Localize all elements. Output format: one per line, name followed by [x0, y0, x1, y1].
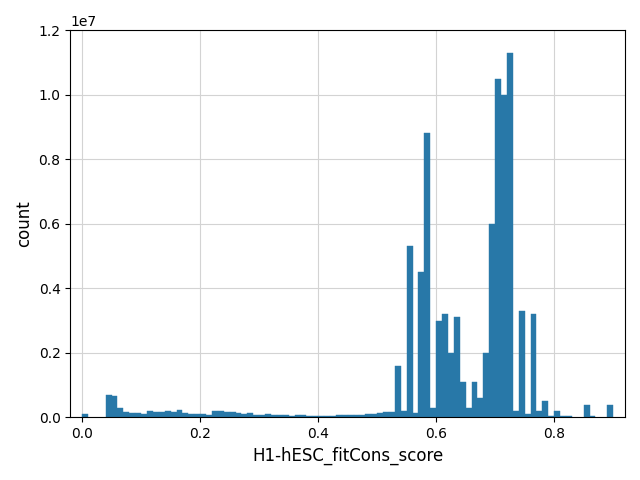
Bar	[236, 413, 241, 418]
Bar	[436, 321, 442, 418]
Bar	[513, 411, 519, 418]
Bar	[147, 411, 153, 418]
Bar	[253, 415, 259, 418]
Bar	[212, 411, 218, 418]
Bar	[283, 415, 289, 418]
Bar	[289, 416, 294, 418]
Bar	[324, 416, 330, 418]
Bar	[124, 412, 129, 418]
Bar	[501, 95, 507, 418]
Bar	[531, 314, 536, 418]
Bar	[419, 272, 424, 418]
Bar	[519, 311, 525, 418]
Bar	[395, 366, 401, 418]
Bar	[353, 415, 360, 418]
Bar	[442, 314, 448, 418]
Bar	[554, 411, 560, 418]
Bar	[129, 413, 135, 418]
Bar	[454, 317, 460, 418]
Bar	[118, 408, 124, 418]
Bar	[106, 395, 111, 418]
Bar	[200, 414, 206, 418]
X-axis label: H1-hESC_fitCons_score: H1-hESC_fitCons_score	[252, 447, 444, 465]
Bar	[259, 415, 265, 418]
Bar	[277, 415, 283, 418]
Bar	[483, 353, 489, 418]
Bar	[607, 405, 613, 418]
Bar	[371, 414, 377, 418]
Bar	[584, 405, 589, 418]
Bar	[342, 415, 348, 418]
Bar	[466, 408, 472, 418]
Bar	[495, 79, 501, 418]
Bar	[406, 246, 413, 418]
Bar	[230, 412, 236, 418]
Bar	[489, 224, 495, 418]
Bar	[472, 382, 477, 418]
Bar	[271, 415, 277, 418]
Bar	[536, 411, 542, 418]
Bar	[477, 398, 483, 418]
Bar	[218, 411, 224, 418]
Bar	[589, 416, 595, 418]
Bar	[336, 415, 342, 418]
Bar	[300, 415, 307, 418]
Bar	[164, 411, 171, 418]
Bar	[206, 415, 212, 418]
Bar	[330, 416, 336, 418]
Bar	[460, 382, 466, 418]
Bar	[389, 412, 395, 418]
Bar	[159, 412, 164, 418]
Bar	[525, 414, 531, 418]
Bar	[566, 416, 572, 418]
Bar	[188, 414, 194, 418]
Bar	[141, 414, 147, 418]
Bar	[307, 416, 312, 418]
Bar	[360, 415, 365, 418]
Bar	[111, 396, 118, 418]
Bar	[265, 414, 271, 418]
Bar	[430, 408, 436, 418]
Bar	[247, 413, 253, 418]
Bar	[312, 416, 318, 418]
Bar	[182, 413, 188, 418]
Bar	[383, 412, 389, 418]
Bar	[365, 414, 371, 418]
Bar	[194, 414, 200, 418]
Bar	[224, 412, 230, 418]
Bar	[542, 401, 548, 418]
Bar	[171, 412, 177, 418]
Bar	[424, 133, 430, 418]
Bar	[413, 413, 419, 418]
Bar	[548, 416, 554, 418]
Bar	[177, 410, 182, 418]
Bar	[348, 415, 353, 418]
Bar	[135, 413, 141, 418]
Bar	[560, 416, 566, 418]
Bar	[507, 53, 513, 418]
Bar	[241, 414, 247, 418]
Bar	[401, 411, 406, 418]
Bar	[448, 353, 454, 418]
Bar	[377, 413, 383, 418]
Bar	[318, 416, 324, 418]
Bar	[82, 414, 88, 418]
Bar	[294, 415, 300, 418]
Bar	[153, 412, 159, 418]
Y-axis label: count: count	[15, 201, 33, 247]
